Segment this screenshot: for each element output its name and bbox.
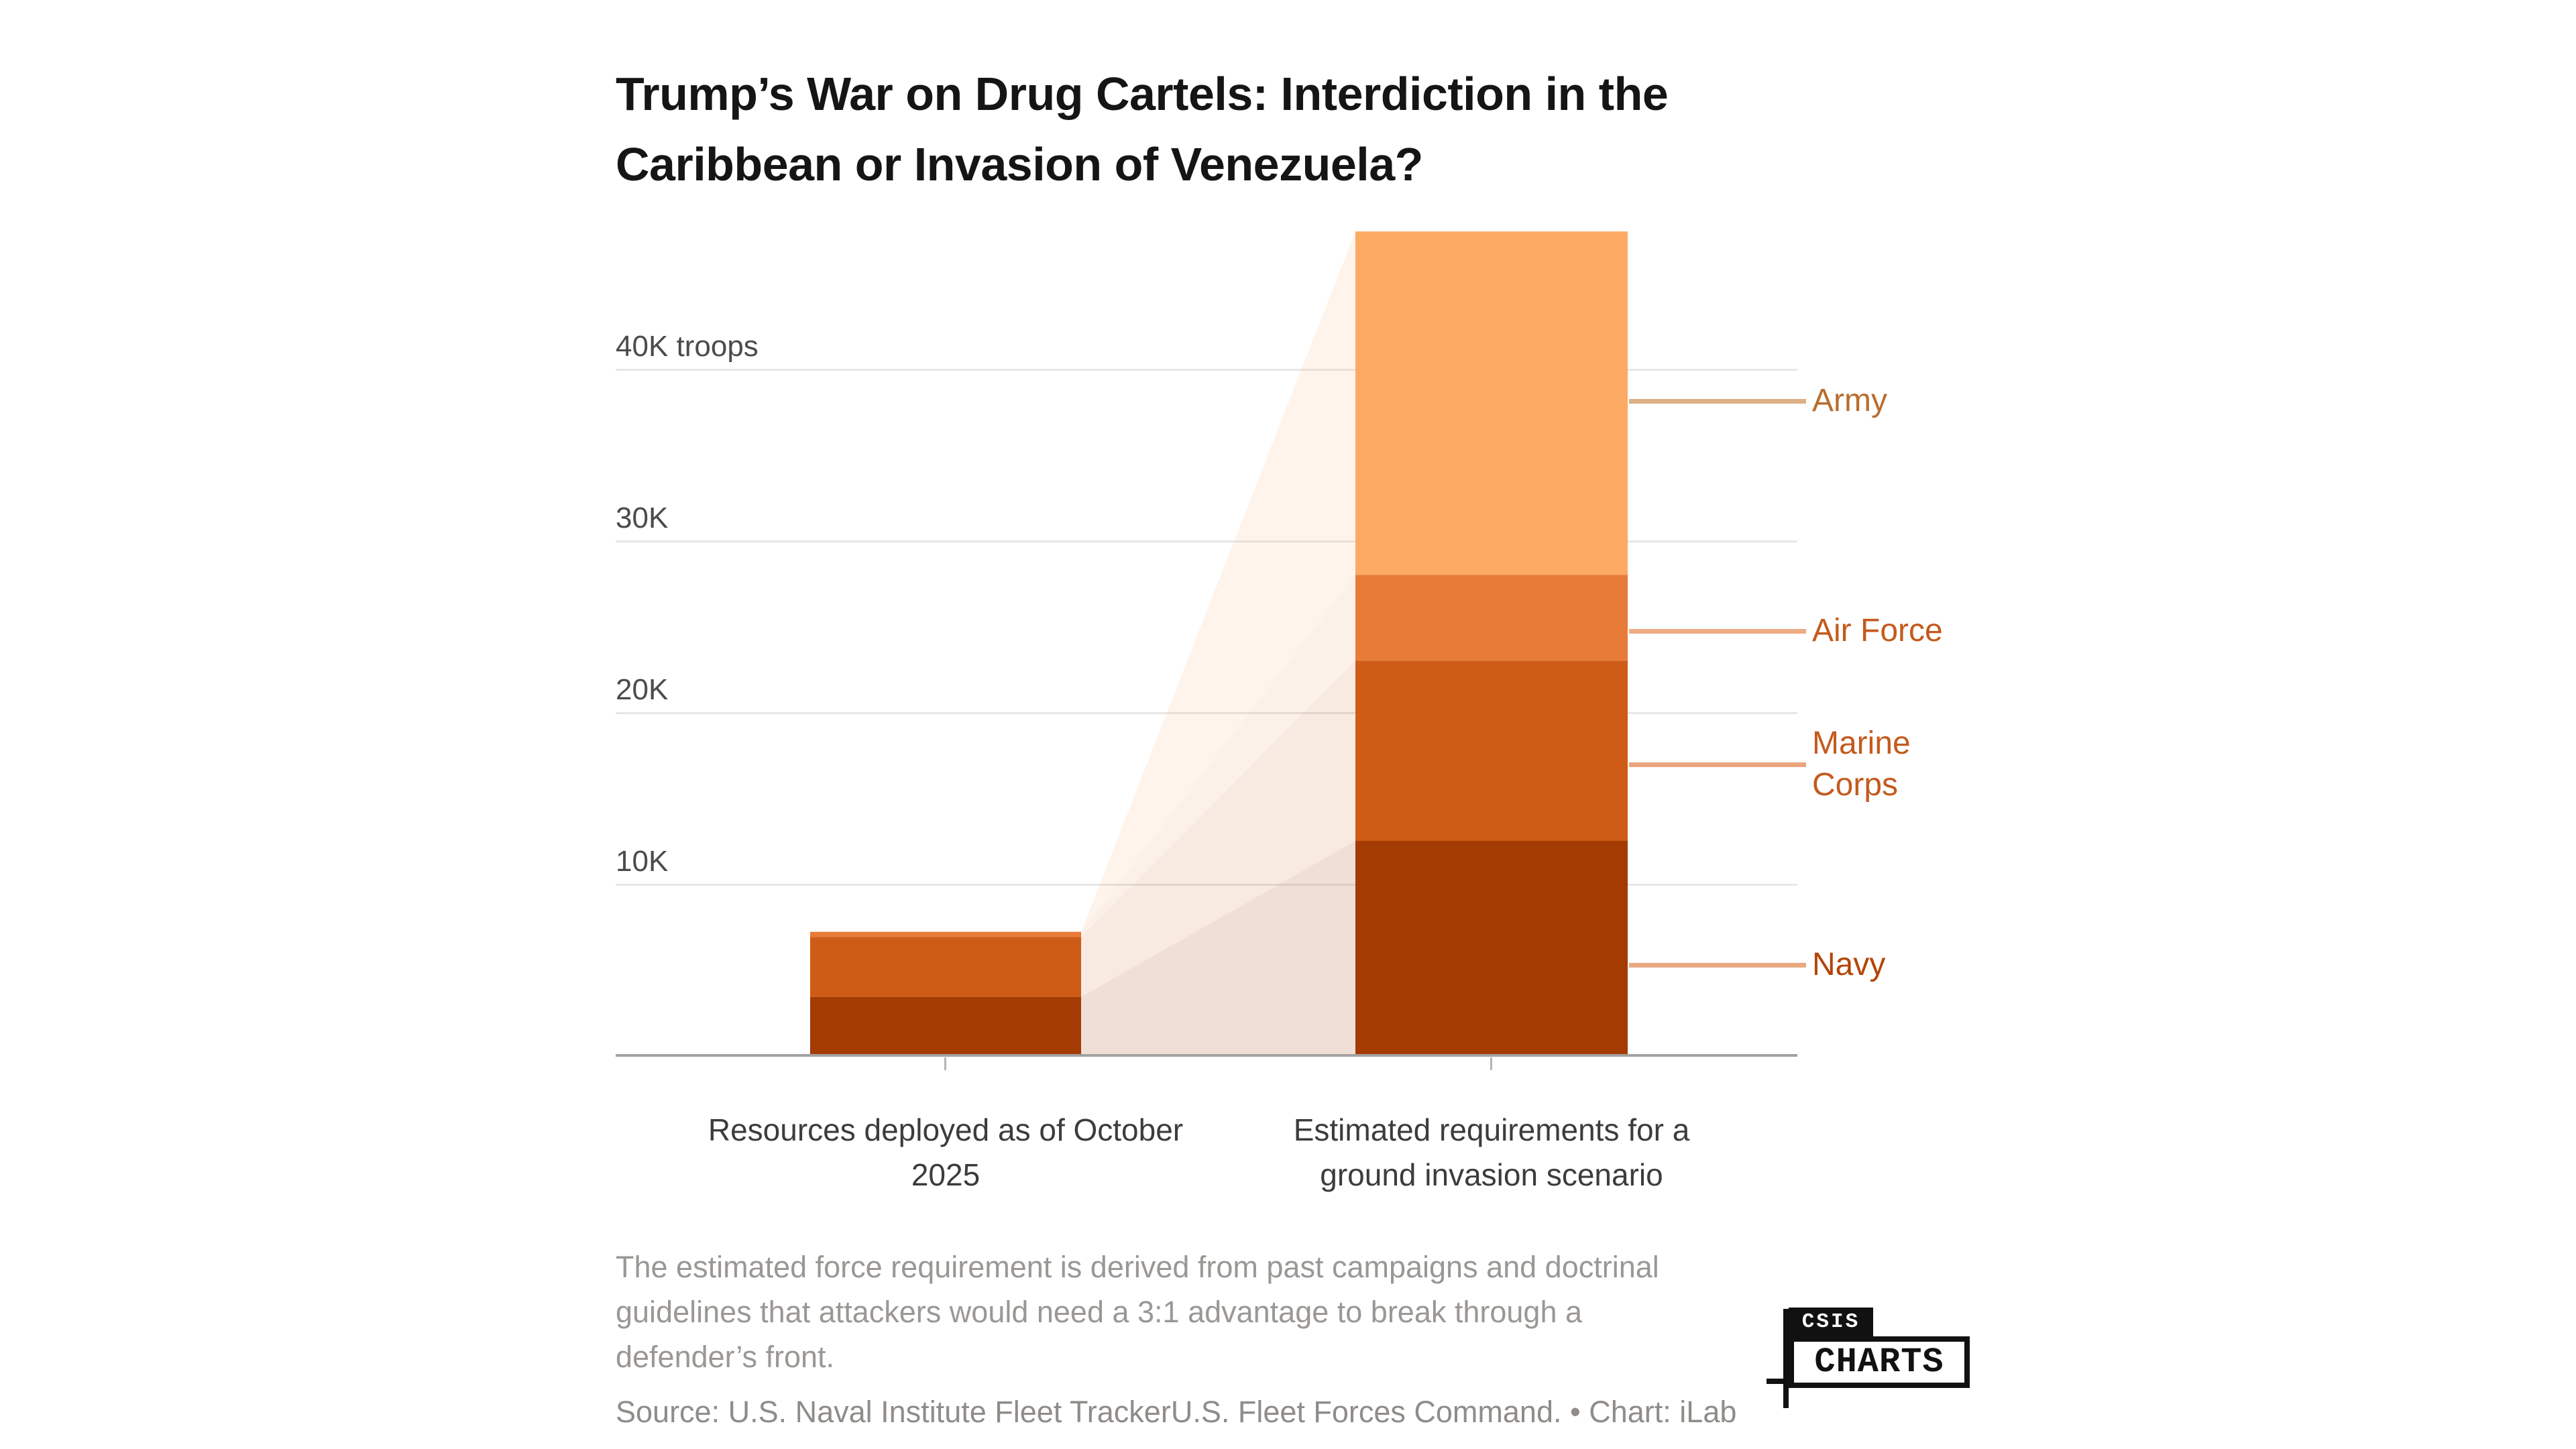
connector-band-air-force <box>1081 575 1355 937</box>
category-tick-invasion <box>1490 1057 1492 1070</box>
series-label-marine-corps: Marine Corps <box>1812 726 1911 803</box>
leader-line-navy <box>1629 963 1806 968</box>
leader-line-air-force <box>1629 629 1806 634</box>
gridline-30k <box>616 540 1797 542</box>
gridline-20k <box>616 712 1797 714</box>
category-label-line: ground invasion scenario <box>1320 1157 1663 1192</box>
leader-line-marine-corps <box>1629 762 1806 767</box>
category-label-invasion: Estimated requirements for a ground inva… <box>1257 1108 1726 1198</box>
category-label-line: Resources deployed as of October <box>708 1112 1184 1147</box>
bar-segment-navy-deployed <box>810 996 1081 1055</box>
source-line: Source: U.S. Naval Institute Fleet Track… <box>616 1395 1737 1429</box>
bar-segment-navy-invasion <box>1355 841 1628 1055</box>
category-label-line: 2025 <box>911 1157 981 1192</box>
footnote-line-2: guidelines that attackers would need a 3… <box>616 1295 1583 1329</box>
connector-band-navy <box>1081 841 1355 1055</box>
bar-segment-air-force-invasion <box>1355 575 1628 661</box>
category-tick-deployed <box>944 1057 946 1070</box>
chart-title-line-2: Caribbean or Invasion of Venezuela? <box>616 138 1423 190</box>
bar-segment-marine-corps-invasion <box>1355 660 1628 841</box>
category-label-deployed: Resources deployed as of October 2025 <box>684 1108 1207 1198</box>
y-tick-label-20k: 20K <box>616 673 669 706</box>
y-tick-label-30k: 30K <box>616 502 669 534</box>
csis-charts-logo: CSIS CHARTS <box>1764 1308 1978 1415</box>
logo-csis-text: CSIS <box>1801 1310 1860 1334</box>
y-tick-label-40k-troops: 40K troops <box>616 330 759 363</box>
footnote-line-3: defender’s front. <box>616 1340 835 1374</box>
logo-csis-box: CSIS <box>1789 1308 1873 1336</box>
connector-band-army <box>1081 231 1355 932</box>
series-label-army: Army <box>1812 383 1887 418</box>
logo-flag-crossbar <box>1767 1379 1805 1384</box>
series-label-air-force: Air Force <box>1812 613 1943 648</box>
footnote: The estimated force requirement is deriv… <box>616 1244 1659 1379</box>
bar-segment-air-force-deployed <box>810 931 1081 937</box>
chart-title: Trump’s War on Drug Cartels: Interdictio… <box>616 59 1930 200</box>
x-axis-baseline <box>616 1054 1797 1057</box>
leader-line-army <box>1629 399 1806 404</box>
bar-segment-marine-corps-deployed <box>810 937 1081 997</box>
chart-title-line-1: Trump’s War on Drug Cartels: Interdictio… <box>616 68 1669 120</box>
y-tick-label-10k: 10K <box>616 845 669 878</box>
category-label-line: Estimated requirements for a <box>1293 1112 1690 1147</box>
gridline-40k-troops <box>616 369 1797 371</box>
bar-segment-army-invasion <box>1355 231 1628 575</box>
gridline-10k <box>616 884 1797 886</box>
logo-charts-box: CHARTS <box>1789 1336 1970 1388</box>
footnote-line-1: The estimated force requirement is deriv… <box>616 1250 1659 1284</box>
series-label-navy: Navy <box>1812 947 1886 982</box>
connector-band-marine-corps <box>1081 660 1355 997</box>
logo-charts-text: CHARTS <box>1814 1342 1944 1382</box>
logo-flag-pole <box>1783 1309 1789 1408</box>
